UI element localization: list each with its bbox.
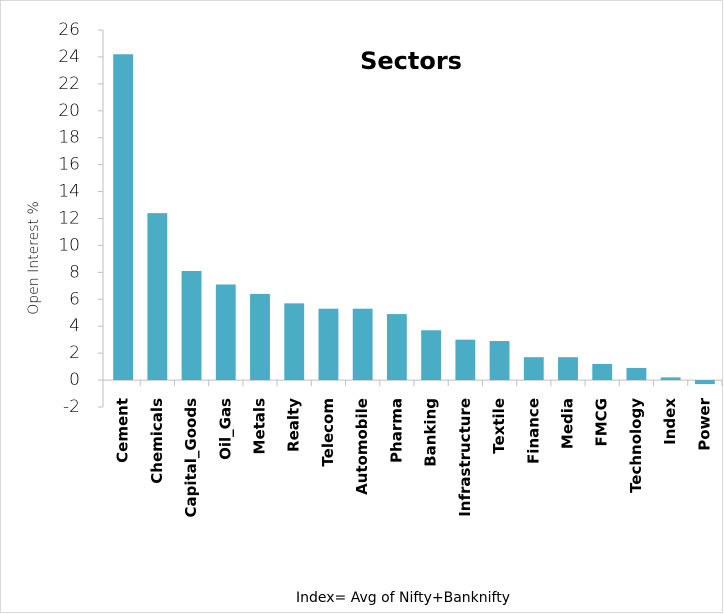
x-tick-label: Oil_Gas xyxy=(216,398,234,460)
bar xyxy=(660,377,681,381)
x-tick-label: Technology xyxy=(627,398,645,493)
y-tick-label: 14 xyxy=(58,182,80,202)
bar xyxy=(455,339,476,381)
bar xyxy=(284,303,305,381)
bar xyxy=(694,380,715,385)
y-tick-label: 16 xyxy=(58,155,80,175)
x-tick-label: Capital_Goods xyxy=(182,398,200,518)
x-tick-label: Infrastructure xyxy=(456,398,474,517)
y-tick-label: -2 xyxy=(63,397,80,417)
x-tick-label: Automobile xyxy=(353,398,371,495)
y-tick-label: 18 xyxy=(58,128,80,148)
x-tick-label: Telecom xyxy=(319,398,337,467)
bar xyxy=(147,213,168,381)
x-tick-label: Power xyxy=(695,397,713,450)
bar xyxy=(181,271,202,381)
bar xyxy=(523,357,544,381)
x-tick-label: Metals xyxy=(251,398,269,455)
x-tick-label: FMCG xyxy=(593,398,611,447)
y-tick-label: 26 xyxy=(58,20,80,40)
bar xyxy=(113,54,134,381)
bar xyxy=(592,363,613,381)
bar xyxy=(386,314,407,381)
bar xyxy=(352,308,373,381)
bar xyxy=(626,367,647,381)
x-tick-label: Finance xyxy=(524,398,542,464)
bar xyxy=(558,357,578,381)
y-tick-label: 12 xyxy=(58,209,80,229)
chart-title: Sectors xyxy=(360,47,462,75)
y-tick-label: 22 xyxy=(58,74,80,94)
footnote: Index= Avg of Nifty+Banknifty xyxy=(296,590,510,606)
y-tick-label: 2 xyxy=(69,343,80,363)
y-tick-label: 8 xyxy=(69,262,80,282)
x-tick-label: Realty xyxy=(285,398,303,452)
y-tick-label: 24 xyxy=(58,47,80,67)
y-tick-label: 10 xyxy=(58,235,80,255)
x-tick-label: Cement xyxy=(114,398,132,463)
y-tick-label: 4 xyxy=(69,316,80,336)
x-tick-label: Banking xyxy=(422,398,440,467)
x-tick-label: Media xyxy=(559,398,577,449)
x-tick-label: Index xyxy=(661,398,679,445)
bar xyxy=(489,341,510,381)
bar xyxy=(318,308,339,381)
x-tick-label: Pharma xyxy=(387,398,405,463)
bar xyxy=(250,293,270,381)
x-tick-label: Chemicals xyxy=(148,398,166,484)
y-tick-label: 20 xyxy=(58,101,80,121)
bar xyxy=(421,330,442,381)
y-axis-label: Open Interest % xyxy=(26,201,42,315)
x-tick-label: Textile xyxy=(490,398,508,454)
bar xyxy=(215,284,236,381)
y-tick-label: 0 xyxy=(69,370,80,390)
y-tick-label: 6 xyxy=(69,289,80,309)
